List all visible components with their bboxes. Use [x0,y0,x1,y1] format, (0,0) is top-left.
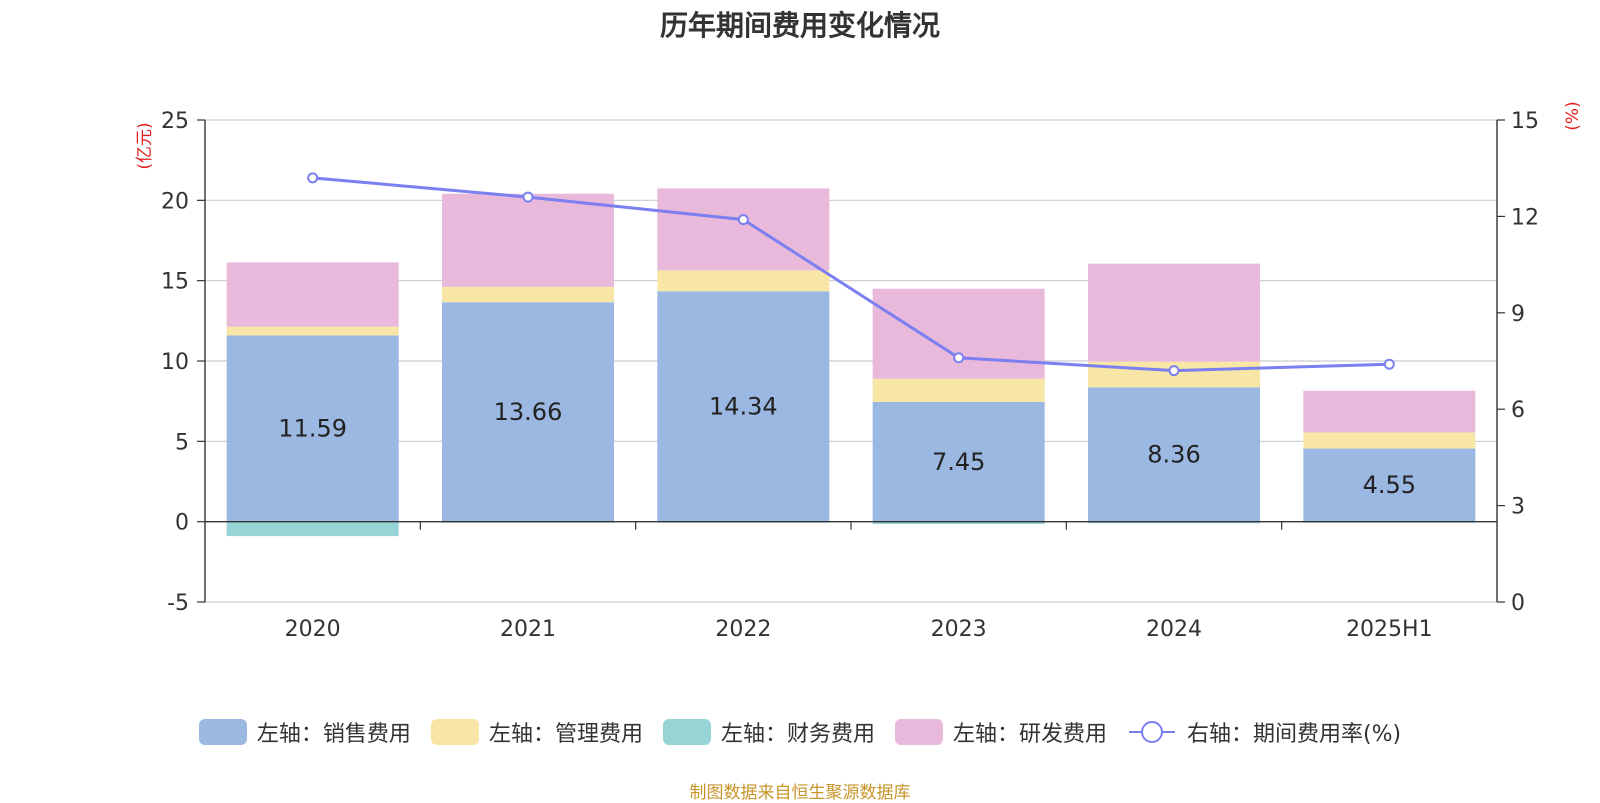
bar-3-2023 [872,288,1045,379]
expense-rate-point [737,214,749,226]
bar-1-2020 [226,326,399,336]
bar-3-2025H1 [1303,390,1476,433]
bar-value-label: 8.36 [1147,441,1200,469]
legend-swatch-finance [662,719,711,745]
legend-swatch-admin [430,719,479,745]
bar-1-2025H1 [1303,432,1476,449]
source-note: 制图数据来自恒生聚源数据库 [689,783,911,803]
bar-0-2020 [226,335,399,522]
bar-0-2025H1 [1303,448,1476,522]
bar-2-2020 [226,521,399,537]
right-axis-tick-label: 3 [1511,495,1525,520]
x-axis-tick-label: 2021 [500,617,556,642]
left-axis-tick-label: -5 [167,591,189,616]
legend-label-finance: 左轴：财务费用 [720,722,875,747]
right-axis-tick-label: 9 [1511,302,1525,327]
legend-line-marker-icon [1128,721,1175,743]
right-axis-tick-label: 12 [1511,205,1539,230]
left-axis-tick-label: 5 [175,430,189,455]
bar-0-2021 [442,302,614,522]
bar-1-2022 [657,270,830,292]
bar-value-label: 14.34 [709,392,778,420]
legend-item-admin[interactable]: 左轴：管理费用 [430,716,643,748]
legend-label-sales: 左轴：销售费用 [256,722,411,747]
x-axis-tick-label: 2022 [715,617,771,642]
legend: 左轴：销售费用 左轴：管理费用 左轴：财务费用 左轴：研发费用 右轴：期间费用率… [0,716,1600,748]
legend-label-admin: 左轴：管理费用 [488,722,643,747]
left-axis-unit-label: (亿元) [135,122,155,169]
bar-1-2021 [442,286,614,303]
legend-item-finance[interactable]: 左轴：财务费用 [662,716,875,748]
right-axis-unit-label: (%) [1563,101,1583,130]
right-axis-tick-label: 6 [1511,398,1525,423]
expense-rate-point [1383,358,1395,370]
bar-2-2024 [1088,521,1260,524]
legend-item-sales[interactable]: 左轴：销售费用 [198,716,411,748]
x-axis-tick-label: 2023 [931,617,987,642]
chart-plot: 25 20 15 10 5 0 -5 15 12 9 6 3 0 11.59 13.66 14.34 7.45 8… [135,101,1583,642]
legend-item-rnd[interactable]: 左轴：研发费用 [894,716,1107,748]
legend-label-expense-rate: 右轴：期间费用率(%) [1186,722,1402,747]
bar-2-2023 [872,521,1045,525]
bar-1-2023 [872,378,1045,402]
left-axis-tick-label: 20 [161,189,189,214]
bar-0-2024 [1088,387,1260,522]
legend-swatch-sales [198,719,247,745]
bar-value-label: 11.59 [278,415,347,443]
expense-rate-point [522,191,534,203]
expense-rate-point [307,172,319,184]
expense-rate-point [953,352,965,364]
expense-rate-point [1168,365,1180,377]
left-axis-tick-label: 10 [161,350,189,375]
bar-0-2022 [657,291,830,522]
legend-swatch-rnd [894,719,943,745]
legend-item-expense-rate[interactable]: 右轴：期间费用率(%) [1127,716,1401,748]
x-axis-tick-label: 2024 [1146,617,1202,642]
expense-rate-line [312,176,1390,373]
left-axis-tick-label: 0 [175,511,189,536]
left-axis-tick-label: 25 [161,109,189,134]
legend-label-rnd: 左轴：研发费用 [952,722,1107,747]
bar-value-label: 7.45 [932,448,985,476]
bar-3-2021 [442,193,614,287]
left-axis-tick-label: 15 [161,270,189,295]
right-axis-tick-label: 15 [1511,109,1539,134]
x-axis-tick-label: 2020 [285,617,341,642]
right-axis-tick-label: 0 [1511,591,1525,616]
bar-0-2023 [872,401,1045,522]
bar-value-label: 4.55 [1363,471,1416,499]
x-axis-tick-label: 2025H1 [1346,617,1433,642]
bar-3-2024 [1088,263,1260,362]
chart-title: 历年期间费用变化情况 [659,9,940,42]
bar-value-label: 13.66 [494,398,563,426]
bar-3-2020 [226,262,399,327]
